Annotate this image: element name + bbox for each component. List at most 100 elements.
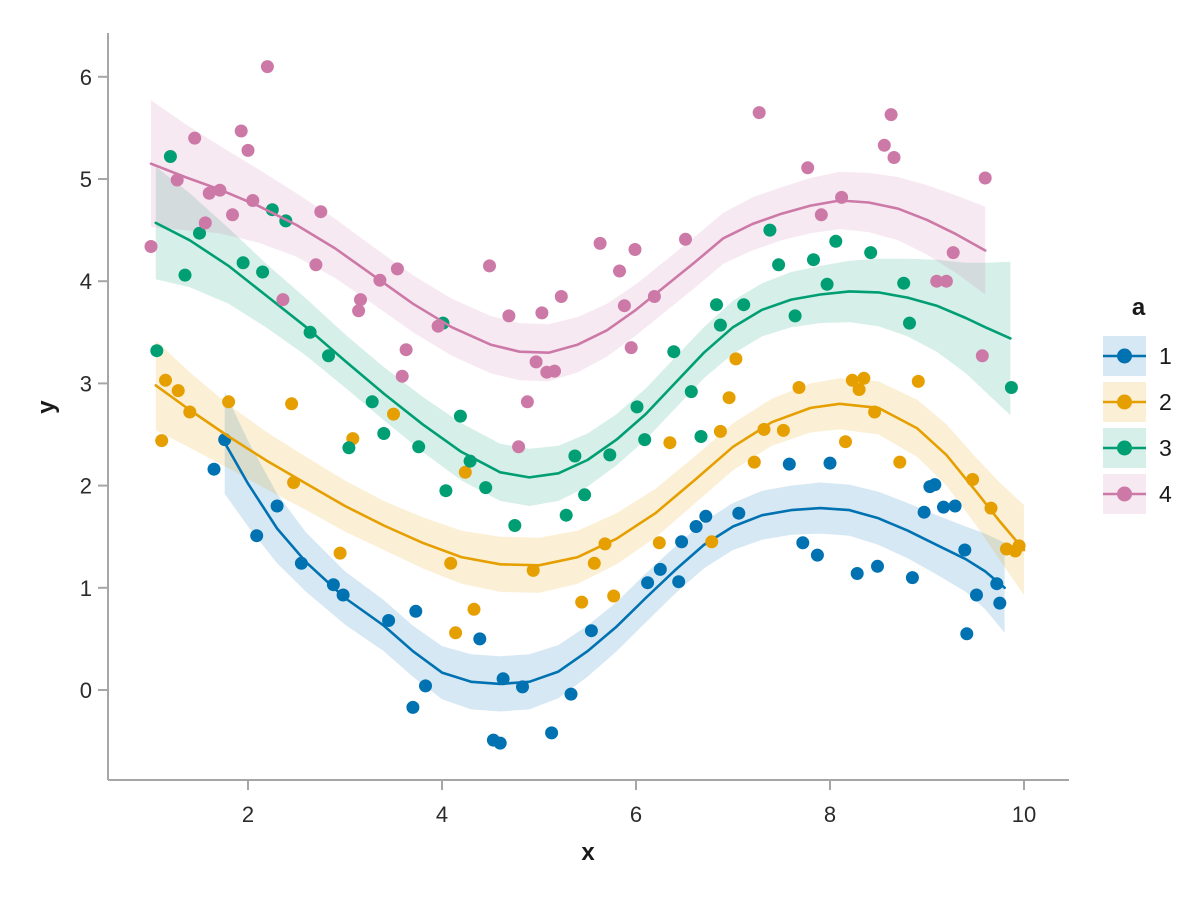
series-4-point xyxy=(354,293,367,307)
series-2-point xyxy=(705,535,719,549)
series-1-point xyxy=(496,672,510,686)
series-3-point xyxy=(667,345,681,359)
series-1-point xyxy=(545,726,559,740)
series-2-point xyxy=(333,546,347,560)
series-1-point xyxy=(493,736,507,750)
series-4-point xyxy=(613,264,626,278)
series-3-point xyxy=(897,276,911,290)
series-4-point xyxy=(877,138,891,152)
legend-swatch xyxy=(1103,428,1146,468)
series-3-point xyxy=(638,433,652,447)
series-3-point xyxy=(772,258,786,272)
series-1-point xyxy=(796,536,810,550)
legend-swatch xyxy=(1103,336,1146,376)
confidence-band-3 xyxy=(155,166,1011,506)
series-2-point xyxy=(845,373,859,387)
series-2-point xyxy=(747,455,761,469)
series-1-point xyxy=(990,577,1004,591)
series-1-point xyxy=(419,679,432,693)
legend-entry-label: 4 xyxy=(1159,481,1172,507)
series-1-point xyxy=(782,457,796,471)
series-2-point xyxy=(893,455,907,469)
series-4-point xyxy=(314,205,328,219)
legend-entries: 1 2 3 4 xyxy=(1103,336,1172,520)
series-3-point xyxy=(737,298,751,312)
series-2-point xyxy=(449,626,463,640)
legend-entry-2: 2 xyxy=(1103,382,1172,422)
series-1-point xyxy=(409,604,423,618)
series-2-point xyxy=(652,536,666,550)
series-3-point xyxy=(178,268,192,282)
series-3-point xyxy=(763,223,777,237)
x-tick-label: 10 xyxy=(1012,802,1036,827)
series-4-point xyxy=(260,60,274,74)
series-3-point xyxy=(1004,381,1018,394)
series-1-point xyxy=(905,571,919,585)
series-1-point xyxy=(993,596,1007,610)
series-4-point xyxy=(512,440,526,454)
series-3-point xyxy=(807,253,820,267)
series-3-point xyxy=(150,344,164,358)
legend-entry-label: 2 xyxy=(1159,389,1172,415)
series-1-point xyxy=(937,500,950,514)
legend-entry-label: 1 xyxy=(1159,343,1172,369)
series-1-point xyxy=(871,559,884,573)
series-1-point xyxy=(960,627,974,641)
series-4-point xyxy=(170,173,184,187)
series-1-point xyxy=(382,614,396,627)
series-3-point xyxy=(578,488,592,502)
series-2-point xyxy=(155,434,169,448)
series-3-point xyxy=(694,430,708,443)
series-3-point xyxy=(236,256,250,270)
series-2-point xyxy=(387,407,400,421)
series-4-point xyxy=(978,171,992,185)
y-tick-label: 0 xyxy=(80,678,92,703)
y-tick-label: 4 xyxy=(80,269,92,294)
legend-marker-icon xyxy=(1103,348,1146,364)
series-4-point xyxy=(814,208,828,222)
series-2-point xyxy=(444,556,458,570)
series-4-point xyxy=(241,143,255,157)
series-2-point xyxy=(713,424,727,438)
series-4-point xyxy=(801,161,815,175)
series-3-point xyxy=(508,519,522,532)
series-1-point xyxy=(326,578,340,592)
series-4-point xyxy=(431,319,445,333)
legend-entry-1: 1 xyxy=(1103,336,1172,376)
series-1-point xyxy=(270,499,284,513)
series-1-point xyxy=(653,562,667,576)
series-1-point xyxy=(850,567,864,580)
series-2-point xyxy=(857,371,871,385)
y-tick-label: 5 xyxy=(80,167,92,192)
legend-marker-icon xyxy=(1103,394,1146,410)
series-3-point xyxy=(630,400,644,414)
series-3-point xyxy=(820,277,834,291)
series-4-point xyxy=(399,343,413,357)
series-3-point xyxy=(412,440,426,454)
series-1-point xyxy=(928,478,942,492)
legend-entry-4: 4 xyxy=(1103,474,1172,514)
series-2-point xyxy=(839,435,852,449)
legend-marker-icon xyxy=(1103,440,1146,456)
series-4-point xyxy=(624,341,638,355)
series-2-point xyxy=(852,383,866,396)
series-4-point xyxy=(679,232,692,246)
series-4-point xyxy=(276,293,290,307)
series-1-point xyxy=(473,632,487,646)
series-3-point xyxy=(256,265,270,279)
legend-entry-3: 3 xyxy=(1103,428,1172,468)
regression-line-4 xyxy=(149,162,987,354)
y-tick-label: 1 xyxy=(80,576,92,601)
series-1-point xyxy=(641,576,655,590)
series-1-point xyxy=(823,456,837,470)
series-3-point xyxy=(603,448,617,462)
x-tick-label: 2 xyxy=(242,802,254,827)
x-tick-label: 8 xyxy=(824,802,836,827)
series-2-point xyxy=(607,589,621,603)
series-3-point xyxy=(193,226,206,240)
series-4-point xyxy=(202,186,216,200)
series-3-point xyxy=(684,385,698,399)
series-4-point xyxy=(226,208,239,222)
